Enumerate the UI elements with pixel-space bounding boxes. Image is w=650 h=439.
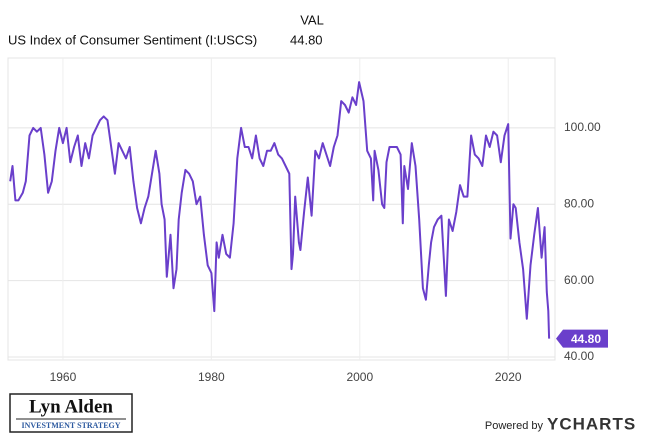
- x-tick-label: 1980: [198, 370, 225, 384]
- legend-name: US Index of Consumer Sentiment (I:USCS): [8, 32, 257, 47]
- x-tick-label: 2020: [495, 370, 522, 384]
- y-tick-label: 40.00: [564, 349, 594, 363]
- legend-header: VAL: [300, 12, 324, 27]
- logo-title: Lyn Alden: [29, 396, 113, 417]
- x-tick-label: 2000: [346, 370, 373, 384]
- logo-subtitle: INVESTMENT STRATEGY: [21, 421, 120, 430]
- plot-frame: [7, 57, 556, 361]
- legend-value: 44.80: [290, 32, 323, 47]
- y-tick-label: 60.00: [564, 273, 594, 287]
- powered-by: Powered by: [485, 420, 544, 432]
- logo-box: [9, 393, 133, 433]
- series-line: [9, 81, 551, 339]
- provider: YCHARTS: [547, 414, 636, 433]
- y-tick-label: 100.00: [564, 120, 601, 134]
- last-value-label: 44.80: [571, 332, 601, 346]
- y-tick-label: 80.00: [564, 196, 594, 210]
- last-value-tag: [556, 329, 608, 348]
- x-tick-label: 1960: [50, 370, 77, 384]
